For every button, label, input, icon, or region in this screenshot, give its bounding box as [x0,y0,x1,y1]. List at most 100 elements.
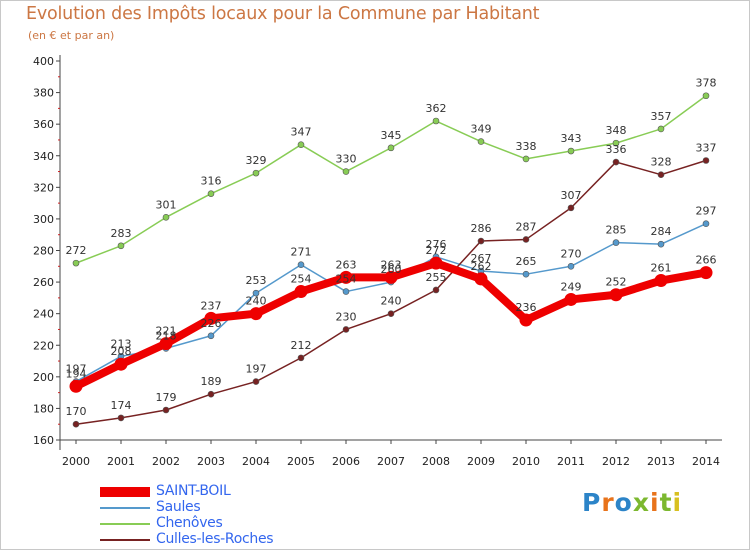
y-tick-label: 260 [33,276,54,289]
data-point-2 [702,92,710,100]
data-label-2: 362 [426,102,447,115]
data-label-1: 285 [606,224,627,237]
data-label-0: 262 [471,260,492,273]
x-tick-label: 2013 [647,455,675,468]
x-tick-label: 2002 [152,455,180,468]
data-label-3: 307 [561,189,582,202]
data-point-2 [72,259,80,267]
data-label-2: 378 [696,77,717,90]
data-point-2 [297,141,305,148]
legend-label-culles-les-roches: Culles-les-Roches [156,531,274,547]
legend-swatch-saules [100,507,150,509]
data-point-3 [477,237,485,245]
data-label-1: 260 [381,263,402,276]
data-label-0: 252 [606,276,627,289]
data-label-2: 347 [291,126,312,139]
legend-swatch-culles-les-roches [100,539,150,541]
data-label-2: 349 [471,123,492,136]
data-point-2 [567,147,575,155]
data-label-3: 255 [426,271,447,284]
data-point-0 [339,270,353,284]
data-point-2 [432,117,440,125]
logo-letter: r [601,488,615,517]
data-point-0 [114,357,128,371]
data-point-3 [252,378,260,385]
data-point-2 [162,214,170,221]
data-label-1: 226 [201,317,222,330]
data-point-3 [297,354,305,362]
y-tick-label: 340 [33,150,54,163]
data-point-1 [342,288,350,295]
data-label-1: 254 [336,273,357,286]
data-point-0 [564,292,578,306]
data-label-3: 170 [66,405,87,418]
data-point-3 [117,414,125,422]
x-tick-label: 2000 [62,455,90,468]
logo-letter: i [672,488,683,517]
data-point-0 [429,256,443,270]
data-point-2 [522,155,530,163]
data-point-2 [207,190,215,197]
y-tick-label: 220 [33,339,54,352]
data-label-2: 272 [66,244,87,257]
x-tick-label: 2005 [287,455,315,468]
data-label-3: 197 [246,363,267,376]
data-label-2: 329 [246,154,267,167]
data-label-0: 221 [156,325,177,338]
data-label-0: 208 [111,345,132,358]
data-label-1: 218 [156,329,177,342]
logo-letter: t [659,488,673,517]
data-point-0 [609,288,623,302]
data-point-3 [207,390,215,398]
data-point-2 [657,125,665,133]
data-point-3 [522,236,530,243]
data-point-1 [207,332,215,340]
data-label-1: 297 [696,205,717,218]
data-label-3: 287 [516,220,537,233]
series-line-2 [75,94,707,264]
x-tick-label: 2007 [377,455,405,468]
data-label-1: 213 [111,337,132,350]
data-label-2: 345 [381,129,402,142]
data-label-2: 283 [111,227,132,240]
legend-label-chenoves: Chenôves [156,515,223,531]
data-label-1: 270 [561,247,582,260]
legend-swatch-chenoves [100,523,150,525]
data-label-3: 174 [111,399,132,412]
data-point-2 [117,242,125,250]
chart-title: Evolution des Impôts locaux pour la Comm… [26,4,540,24]
x-tick-label: 2009 [467,455,495,468]
data-label-0: 266 [696,254,717,267]
data-point-0 [384,270,398,284]
data-point-2 [387,144,395,152]
data-point-0 [159,337,173,351]
x-tick-label: 2011 [557,455,585,468]
data-label-2: 301 [156,198,177,211]
y-tick-label: 360 [33,118,54,131]
data-point-3 [72,420,80,428]
data-label-3: 189 [201,375,222,388]
data-point-0 [699,266,713,280]
data-point-2 [612,139,620,147]
legend-swatch-saint-boil [100,487,150,497]
data-label-3: 286 [471,222,492,235]
logo-letter: o [614,488,633,517]
data-point-1 [567,262,575,270]
data-label-0: 263 [336,258,357,271]
y-tick-label: 240 [33,308,54,321]
data-point-0 [654,274,668,288]
x-tick-label: 2006 [332,455,360,468]
data-point-1 [702,220,710,227]
legend-label-saint-boil: SAINT-BOIL [156,483,231,499]
data-label-0: 194 [66,367,87,380]
data-point-2 [477,138,485,145]
data-label-3: 179 [156,391,177,404]
data-label-3: 230 [336,310,357,323]
data-point-3 [342,326,350,333]
data-point-3 [432,286,440,294]
data-label-2: 348 [606,124,627,137]
data-label-0: 263 [381,258,402,271]
logo-letter: x [632,488,650,517]
proxiti-logo: Proxiti [582,488,682,517]
